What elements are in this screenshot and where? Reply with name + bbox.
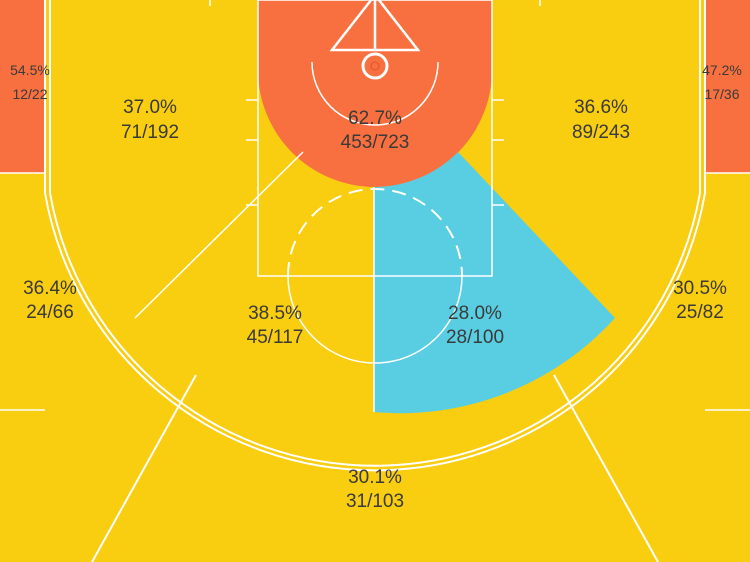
zone-label-left-baseline-mid: 37.0% 71/192: [121, 97, 179, 143]
zone-label-left-wing-3: 36.4% 24/66: [23, 278, 77, 323]
zone-label-left-corner-3: 54.5% 12/22: [10, 62, 50, 102]
zone-pct: 37.0%: [123, 97, 177, 118]
zone-label-top-key-3: 30.1% 31/103: [346, 467, 404, 512]
zone-pct: 38.5%: [248, 303, 302, 324]
zone-fill-right-elbow-mid[interactable]: [374, 152, 615, 414]
zone-label-right-baseline-mid: 36.6% 89/243: [572, 97, 630, 143]
zone-made-attempts: 25/82: [676, 302, 724, 323]
zone-fill-restricted-area[interactable]: [258, 0, 492, 187]
zone-pct: 28.0%: [448, 303, 502, 324]
zone-made-attempts: 12/22: [12, 86, 47, 102]
zone-label-restricted-area: 62.7% 453/723: [341, 108, 410, 153]
zone-label-right-wing-3: 30.5% 25/82: [673, 278, 727, 323]
zone-pct: 36.4%: [23, 278, 77, 299]
zone-pct: 36.6%: [574, 97, 628, 118]
zone-label-right-corner-3: 47.2% 17/36: [702, 62, 742, 102]
hoop: [329, 0, 421, 80]
zone-label-right-elbow-mid: 28.0% 28/100: [446, 303, 504, 348]
zone-pct: 54.5%: [10, 62, 50, 78]
zone-made-attempts: 31/103: [346, 491, 404, 512]
zone-pct: 47.2%: [702, 62, 742, 78]
zone-label-left-elbow-mid: 38.5% 45/117: [247, 303, 304, 348]
zone-fill-left-corner-3[interactable]: [0, 0, 45, 173]
zone-made-attempts: 24/66: [26, 302, 74, 323]
zone-fill-right-corner-3[interactable]: [705, 0, 750, 173]
zone-pct: 62.7%: [348, 108, 402, 129]
zone-pct: 30.5%: [673, 278, 727, 299]
zone-made-attempts: 45/117: [247, 327, 304, 348]
zone-made-attempts: 453/723: [341, 132, 410, 153]
zone-made-attempts: 28/100: [446, 327, 504, 348]
zone-made-attempts: 17/36: [704, 86, 739, 102]
zone-pct: 30.1%: [348, 467, 402, 488]
zone-made-attempts: 89/243: [572, 122, 630, 143]
zone-made-attempts: 71/192: [121, 122, 179, 143]
